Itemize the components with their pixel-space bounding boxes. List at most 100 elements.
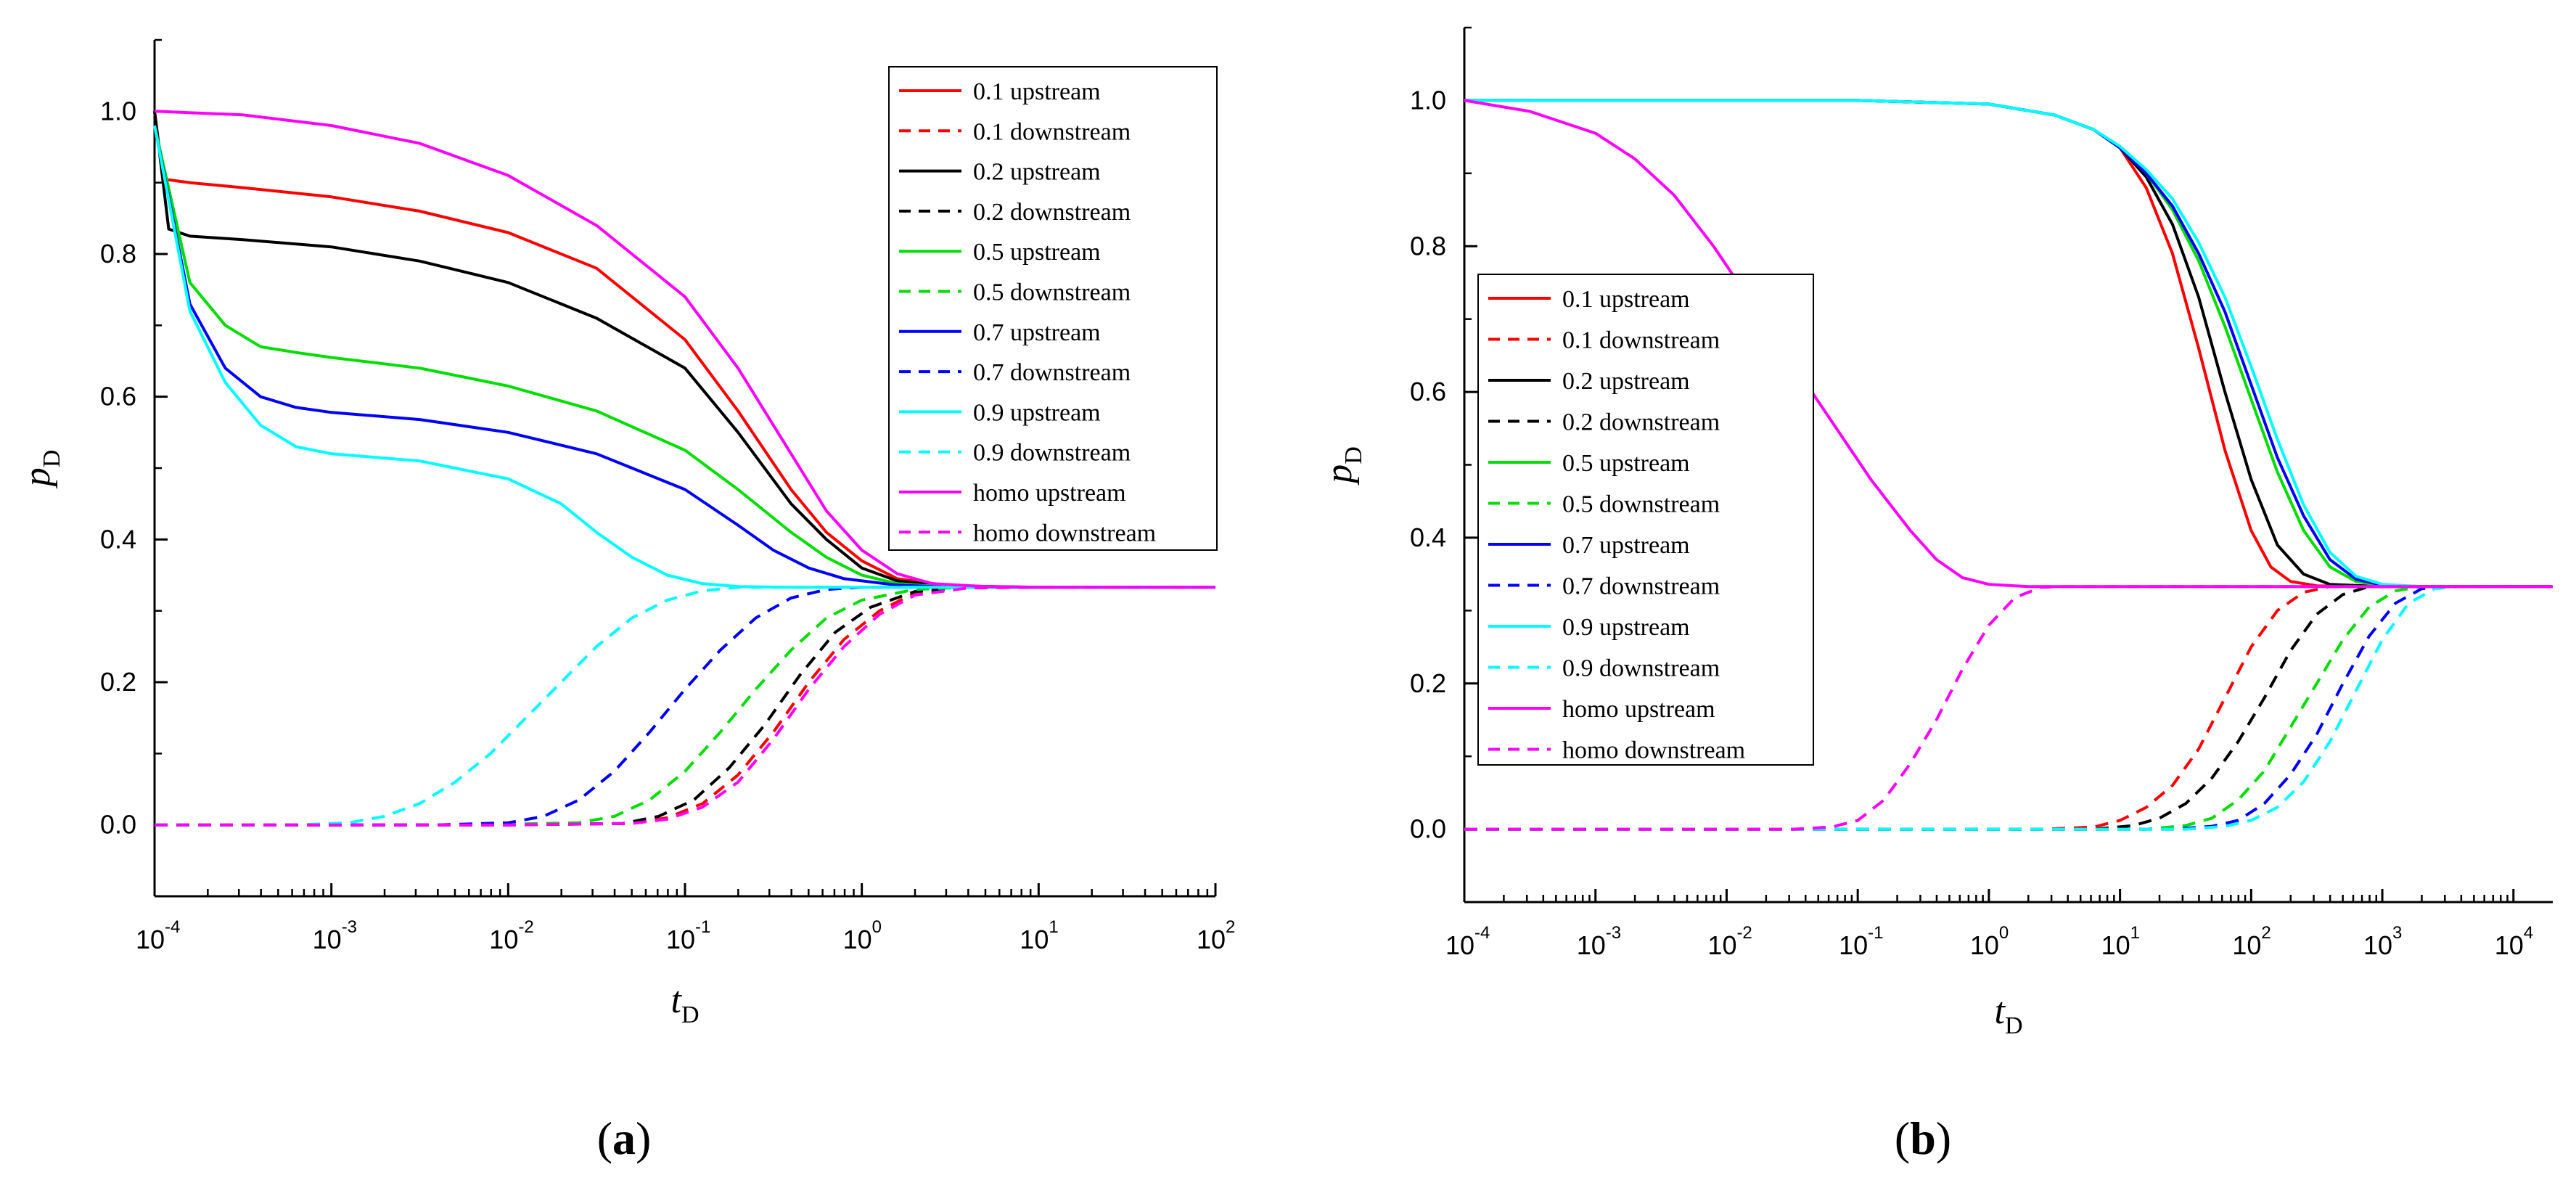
panel-a-x-tick-label: 10 [843,925,872,954]
panel-a-x-tick-exponent: -2 [518,917,533,937]
panel-a-series-0-2-downstream [155,586,1215,827]
panel-b-y-axis-label-sub: D [1340,446,1367,464]
panel-b-series-0-5-downstream [1464,585,2553,831]
panel-a-series-homo-downstream [155,586,1215,827]
panel-a-y-tick-label: 0.6 [100,382,136,411]
panel-a-y-tick-label: 0.4 [100,524,136,554]
panel-a-series-0-7-downstream [155,586,1215,827]
panel-b-legend-entry: 0.2 downstream [1562,409,1720,436]
panel-b-chart: 0.00.20.40.60.81.010 -4 10 -3 10 -2 10 -1 10 0 10 1… [1318,26,2553,1164]
panel-b-x-tick-label: 10 [1839,930,1868,960]
panel-a-x-tick-label: 10 [489,925,518,954]
panel-b-x-tick-label: 10 [1577,930,1606,960]
panel-b-x-tick-label: 10 [2363,930,2392,960]
panel-b-legend-entry: 0.9 upstream [1562,614,1690,641]
panel-b-x-tick-exponent: 0 [1999,923,2009,943]
panel-b-y-tick-label: 0.8 [1410,231,1446,261]
panel-a-legend-entry: 0.1 upstream [973,78,1101,105]
panel-a-x-tick-label: 10 [136,925,165,954]
panel-a-legend-entry: 0.2 upstream [973,159,1101,186]
panel-b-series-0-9-upstream [1464,99,2553,589]
panel-a-x-tick-label: 10 [1020,925,1049,954]
panel-a-y-tick-label: 0.8 [100,239,136,269]
panel-a-label-open-paren: ( [597,1113,612,1164]
panel-a-x-axis-label-sub: D [681,1001,700,1028]
panel-a-label: (a) [597,1113,652,1164]
panel-b-x-tick-exponent: -4 [1474,923,1490,943]
panel-b-label-open-paren: ( [1895,1113,1910,1164]
panel-a-x-tick-label: 10 [1197,925,1226,954]
panel-a-legend-entry: 0.9 downstream [973,440,1131,467]
panel-a-x-axis-label: tD [670,980,699,1028]
panel-b-legend-entry: 0.7 downstream [1562,573,1720,600]
panel-a-series-homo-upstream [154,110,1215,589]
panel-b-x-tick-exponent: -3 [1606,923,1621,943]
panel-a-x-tick-exponent: -3 [342,917,357,937]
panel-a-chart: 0.00.20.40.60.81.010 -4 10 -3 10 -2 10 -1 10 0 10 1… [17,38,1235,1164]
panel-b-label: (b) [1895,1113,1951,1164]
panel-a-legend-entry: 0.7 downstream [973,359,1131,386]
panel-b-y-tick-label: 0.2 [1410,668,1446,698]
panel-b-y-tick-label: 1.0 [1410,85,1446,115]
panel-b-legend-entry: 0.1 upstream [1562,286,1690,313]
panel-b-label-close-paren: ) [1936,1113,1951,1164]
panel-a-x-tick-exponent: 2 [1226,917,1235,937]
panel-a-x-tick-exponent: 0 [872,917,882,937]
panel-a-y-tick-label: 0.2 [100,667,136,697]
panel-b-x-tick-exponent: 2 [2261,923,2271,943]
panel-a-x-tick-label: 10 [666,925,695,954]
panel-a-y-axis-label-sub: D [38,450,65,468]
panel-b-legend-entry: homo downstream [1562,737,1745,764]
panel-b-legend-entry: 0.5 downstream [1562,491,1720,518]
panel-b-x-axis-label: tD [1994,991,2022,1039]
panel-b-label-letter: b [1910,1113,1936,1164]
panel-a-legend [888,66,1218,551]
panel-b-y-tick-label: 0.6 [1410,377,1446,406]
panel-b-x-tick-exponent: 4 [2524,923,2533,943]
panel-a-y-tick-label: 1.0 [100,96,136,126]
panel-a-x-tick-exponent: 1 [1049,917,1058,937]
panel-a-legend-entry: 0.2 downstream [973,199,1131,226]
panel-a-legend-entry: 0.1 downstream [973,118,1131,145]
panel-b-legend-entry: homo upstream [1562,696,1715,723]
panel-b-legend-entry: 0.2 upstream [1562,368,1690,395]
panel-a-series-0-5-downstream [155,586,1215,827]
panel-b-x-tick-label: 10 [2232,930,2261,960]
panel-a-x-tick-exponent: -4 [165,917,180,937]
panel-b-x-tick-exponent: 1 [2130,923,2140,943]
panel-a-series-0-1-upstream [153,111,1215,589]
panel-b-legend-entry: 0.9 downstream [1562,655,1720,682]
panel-a-legend-entry: 0.7 upstream [973,319,1101,346]
panel-b-x-tick-exponent: -1 [1868,923,1883,943]
panel-b-legend-entry: 0.7 upstream [1562,532,1690,559]
panel-b-x-tick-label: 10 [2495,930,2524,960]
panel-b-legend-entry: 0.1 downstream [1562,327,1720,354]
panel-a-legend-entry: 0.5 upstream [973,239,1101,266]
panel-a-legend-entry: homo downstream [973,520,1156,546]
panel-b-series-homo-downstream [1464,585,2553,831]
panel-a-series-0-2-upstream [153,111,1215,589]
panel-a-series-0-7-upstream [153,125,1215,589]
panel-a-x-tick-label: 10 [313,925,342,954]
panel-b-y-tick-label: 0.4 [1410,523,1446,552]
panel-b-series-0-9-downstream [1464,585,2553,831]
panel-b-series-0-1-downstream [1464,585,2553,831]
panel-a-legend-entry: 0.5 downstream [973,279,1131,306]
panel-a-legend-entry: homo upstream [973,480,1126,507]
panel-b-x-tick-label: 10 [1445,930,1474,960]
panel-b-x-tick-label: 10 [1707,930,1736,960]
panel-a-label-close-paren: ) [636,1113,651,1164]
panel-a-x-tick-exponent: -1 [695,917,710,937]
panel-b-y-tick-label: 0.0 [1410,814,1446,844]
panel-b-x-tick-label: 10 [1970,930,1999,960]
panel-a-y-axis-label: pD [17,450,65,490]
panel-a-y-tick-label: 0.0 [100,810,136,840]
panel-b-legend [1477,274,1814,766]
panel-a-series-0-1-downstream [155,586,1215,827]
panel-a-legend-entry: 0.9 upstream [973,399,1101,426]
panel-b-x-tick-label: 10 [2101,930,2130,960]
panel-b-x-tick-exponent: 3 [2392,923,2402,943]
panel-a-label-letter: a [612,1113,636,1164]
panel-b-legend-entry: 0.5 upstream [1562,450,1690,477]
